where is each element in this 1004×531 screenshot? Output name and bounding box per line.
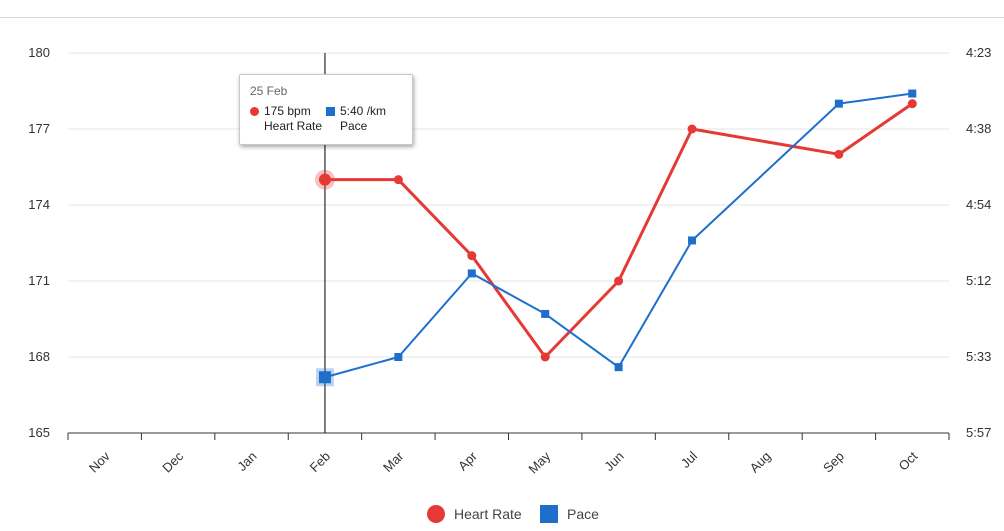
- legend[interactable]: Heart Rate Pace: [427, 505, 599, 523]
- x-tick-label: Jun: [601, 449, 626, 474]
- y-right-tick-label: 5:12: [966, 273, 991, 288]
- pace-point[interactable]: [834, 99, 843, 108]
- y-right-tick-label: 5:33: [966, 349, 991, 364]
- x-axis: Nov Dec Jan Feb Mar Apr May Jun Jul Aug Sep Oct: [67, 432, 950, 476]
- x-tick-label: Feb: [307, 449, 333, 475]
- x-tick-label: Jan: [234, 449, 259, 474]
- legend-pace-marker[interactable]: [540, 505, 558, 523]
- x-tick-label: Aug: [747, 449, 774, 476]
- y-left-tick-label: 168: [28, 349, 50, 364]
- tooltip-pace-marker: [326, 107, 335, 116]
- legend-heart-rate-label[interactable]: Heart Rate: [454, 506, 522, 522]
- x-tick-label: Oct: [895, 448, 920, 473]
- y-axis-left: 180 177 174 171 168 165: [28, 45, 50, 440]
- pace-point[interactable]: [318, 371, 331, 384]
- pace-line: [324, 92, 913, 379]
- heart-rate-point[interactable]: [393, 175, 403, 185]
- x-tick-label: May: [525, 448, 553, 476]
- y-left-tick-label: 177: [28, 121, 50, 136]
- y-right-tick-label: 4:54: [966, 197, 991, 212]
- x-tick-label: Nov: [86, 448, 113, 475]
- tooltip-heart-rate-value: 175 bpm: [264, 104, 311, 118]
- y-left-tick-label: 171: [28, 273, 50, 288]
- heart-rate-point[interactable]: [907, 99, 917, 109]
- heart-rate-point[interactable]: [687, 124, 697, 134]
- y-left-tick-label: 180: [28, 45, 50, 60]
- pace-point[interactable]: [541, 309, 550, 318]
- x-tick-label: Mar: [380, 448, 407, 475]
- pace-point[interactable]: [394, 353, 403, 361]
- x-tick-label: Apr: [455, 448, 480, 473]
- tooltip-pace-value: 5:40 /km: [340, 104, 387, 118]
- tooltip: 25 Feb 175 bpm Heart Rate 5:40 /km Pace: [239, 74, 413, 145]
- y-right-tick-label: 4:23: [966, 45, 991, 60]
- x-tick-label: Jul: [678, 448, 700, 470]
- grid-lines: [68, 52, 949, 358]
- heart-rate-line: [324, 102, 914, 359]
- heart-rate-point[interactable]: [834, 149, 844, 159]
- heart-rate-point[interactable]: [540, 352, 550, 362]
- y-left-tick-label: 165: [28, 425, 50, 440]
- y-right-tick-label: 4:38: [966, 121, 991, 136]
- pace-point[interactable]: [688, 236, 697, 245]
- y-left-tick-label: 174: [28, 197, 50, 212]
- pace-point[interactable]: [908, 89, 917, 98]
- y-axis-right: 4:23 4:38 4:54 5:12 5:33 5:57: [966, 45, 991, 440]
- tooltip-heart-rate-label: Heart Rate: [264, 119, 323, 133]
- heart-rate-point[interactable]: [318, 173, 331, 186]
- heart-rate-point[interactable]: [614, 276, 624, 286]
- tooltip-heart-rate-marker: [250, 107, 259, 116]
- legend-heart-rate-marker[interactable]: [427, 505, 445, 523]
- y-right-tick-label: 5:57: [966, 425, 991, 440]
- tooltip-pace-label: Pace: [340, 119, 368, 133]
- pace-point[interactable]: [614, 363, 623, 372]
- series-group: [314, 89, 917, 387]
- x-tick-label: Dec: [159, 448, 186, 475]
- pace-point[interactable]: [467, 269, 476, 278]
- legend-pace-label[interactable]: Pace: [567, 506, 599, 522]
- tooltip-date: 25 Feb: [250, 84, 288, 98]
- heart-rate-point[interactable]: [467, 251, 477, 261]
- x-tick-label: Sep: [820, 449, 847, 476]
